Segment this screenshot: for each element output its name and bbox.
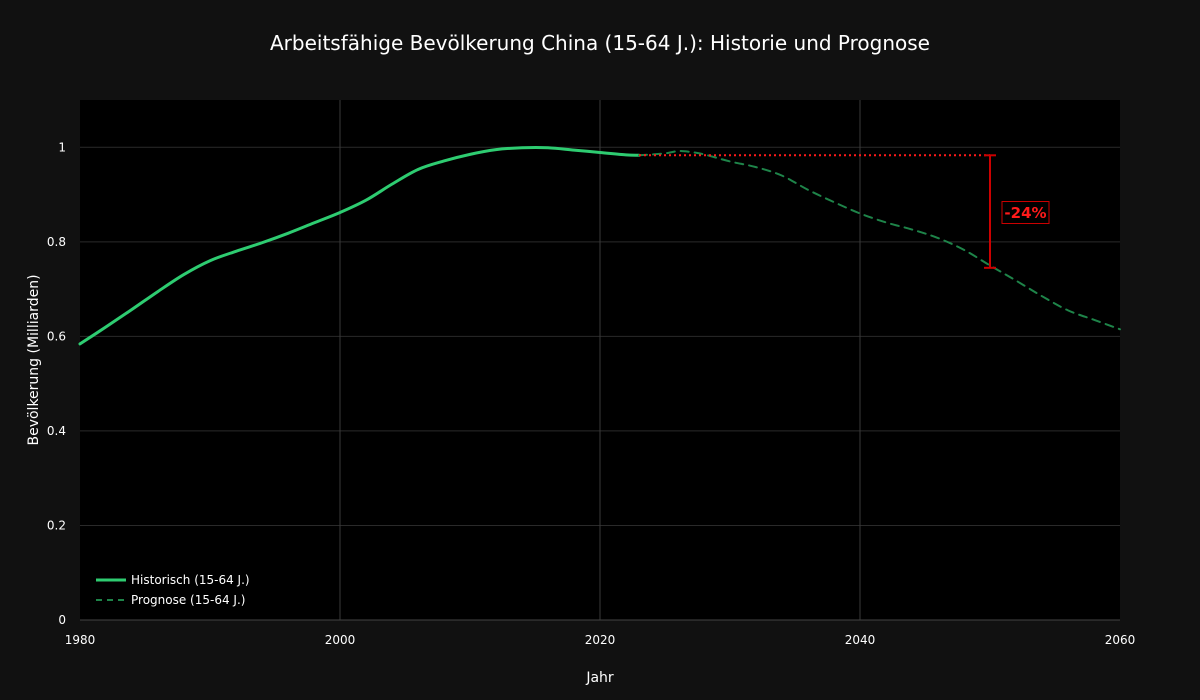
y-tick-label: 1	[58, 140, 66, 154]
y-axis-title: Bevölkerung (Milliarden)	[26, 274, 42, 445]
x-tick-label: 2000	[325, 633, 356, 647]
chart-title: Arbeitsfähige Bevölkerung China (15-64 J…	[270, 31, 930, 55]
x-tick-label: 2040	[845, 633, 876, 647]
annotation-label: -24%	[1004, 204, 1046, 222]
y-tick-label: 0.6	[47, 329, 66, 343]
y-tick-label: 0.2	[47, 518, 66, 532]
x-tick-label: 1980	[65, 633, 96, 647]
y-tick-label: 0.8	[47, 235, 66, 249]
grid-layer	[80, 100, 1120, 621]
annotation-label-box	[1001, 201, 1050, 225]
series-line-prognose	[638, 150, 1121, 331]
x-tick-label: 2020	[585, 633, 616, 647]
x-axis-title: Jahr	[585, 670, 614, 686]
series-layer	[78, 145, 1121, 346]
legend-label-historisch: Historisch (15-64 J.)	[131, 573, 250, 587]
series-line-historisch	[78, 145, 641, 346]
y-tick-label: 0	[58, 613, 66, 627]
x-tick-label: 2060	[1105, 633, 1136, 647]
legend-label-prognose: Prognose (15-64 J.)	[131, 593, 245, 607]
annotation-layer: -24%	[639, 154, 1050, 269]
legend: Historisch (15-64 J.) Prognose (15-64 J.…	[96, 573, 250, 607]
tick-layer: 0 0.2 0.4 0.6 0.8 1 1980 2000 2020 2040 2060	[47, 140, 1135, 647]
y-tick-label: 0.4	[47, 424, 66, 438]
